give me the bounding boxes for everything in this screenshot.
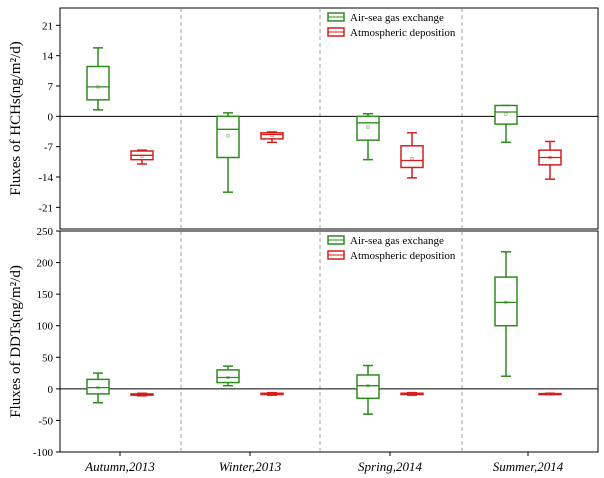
mean-marker — [366, 384, 370, 388]
box-iqr — [260, 132, 284, 140]
mean-marker — [140, 154, 144, 158]
x-axis: Autumn,2013 Winter,2013 Spring,2014 Summer,… — [84, 452, 564, 474]
y-tick-label: 50 — [42, 352, 54, 364]
y-axis-label: Fluxes of HCHs(ng/m²/d) — [8, 41, 24, 196]
box-atmospheric-deposition-2 — [400, 132, 424, 179]
box-air-sea-gas-exchange-1 — [216, 365, 240, 387]
y-tick-label: -14 — [38, 172, 53, 184]
mean-marker — [96, 85, 100, 89]
mean-marker — [410, 392, 414, 396]
box-iqr — [494, 104, 518, 125]
box-air-sea-gas-exchange-0 — [86, 47, 110, 111]
mean-marker — [548, 156, 552, 160]
box-atmospheric-deposition-2 — [400, 391, 424, 396]
box-iqr — [86, 65, 110, 101]
x-category-label: Autumn,2013 — [84, 459, 155, 474]
mean-marker — [270, 392, 274, 396]
mean-marker — [366, 125, 370, 129]
box-atmospheric-deposition-3 — [538, 392, 562, 396]
y-tick-label: 7 — [48, 81, 54, 93]
mean-marker — [140, 393, 144, 397]
legend-label: Atmospheric deposition — [350, 250, 456, 262]
plot-frame — [59, 7, 599, 230]
mean-marker — [504, 300, 508, 304]
box-air-sea-gas-exchange-3 — [494, 251, 518, 377]
y-axis-label: Fluxes of DDTs(ng/m²/d) — [8, 265, 24, 418]
box-air-sea-gas-exchange-0 — [86, 372, 110, 404]
box-atmospheric-deposition-0 — [130, 149, 154, 165]
y-tick-label: 100 — [37, 321, 54, 333]
box-atmospheric-deposition-1 — [260, 391, 284, 396]
box-air-sea-gas-exchange-3 — [494, 104, 518, 144]
legend-label: Air-sea gas exchange — [350, 12, 444, 24]
y-tick-label: 21 — [42, 20, 53, 32]
box-atmospheric-deposition-3 — [538, 140, 562, 180]
box-atmospheric-deposition-0 — [130, 392, 154, 397]
mean-marker — [548, 392, 552, 396]
y-tick-label: 200 — [37, 258, 54, 270]
y-tick-label: 150 — [37, 289, 54, 301]
mean-marker — [226, 134, 230, 138]
y-tick-label: -100 — [33, 447, 54, 459]
mean-marker — [226, 375, 230, 379]
x-category-label: Winter,2013 — [219, 459, 282, 474]
box-air-sea-gas-exchange-1 — [216, 112, 240, 193]
mean-marker — [270, 133, 274, 137]
y-tick-label: -50 — [38, 415, 53, 427]
plot-frame — [59, 230, 599, 453]
x-category-label: Spring,2014 — [358, 459, 422, 474]
ddts-panel: 250 200 150 100 50 0 -50 -100 Fluxes of DDTs(ng/… — [8, 226, 599, 459]
y-tick-label: -7 — [44, 142, 54, 154]
hchs-panel: 21 14 7 0 -7 -14 -21 Fluxes of HCHs(ng/m²/d) Air… — [8, 7, 599, 230]
y-tick-label: -21 — [38, 202, 53, 214]
box-iqr — [400, 145, 424, 169]
box-atmospheric-deposition-1 — [260, 131, 284, 144]
y-tick-label: 0 — [48, 111, 54, 123]
legend-label: Atmospheric deposition — [350, 27, 456, 39]
mean-marker — [504, 112, 508, 116]
legend-label: Air-sea gas exchange — [350, 235, 444, 247]
mean-marker — [410, 157, 414, 161]
y-tick-label: 14 — [42, 51, 54, 63]
mean-marker — [96, 386, 100, 390]
box-air-sea-gas-exchange-2 — [356, 112, 380, 161]
box-air-sea-gas-exchange-2 — [356, 364, 380, 415]
y-tick-label: 0 — [48, 384, 54, 396]
y-tick-label: 250 — [37, 226, 54, 238]
x-category-label: Summer,2014 — [493, 459, 564, 474]
